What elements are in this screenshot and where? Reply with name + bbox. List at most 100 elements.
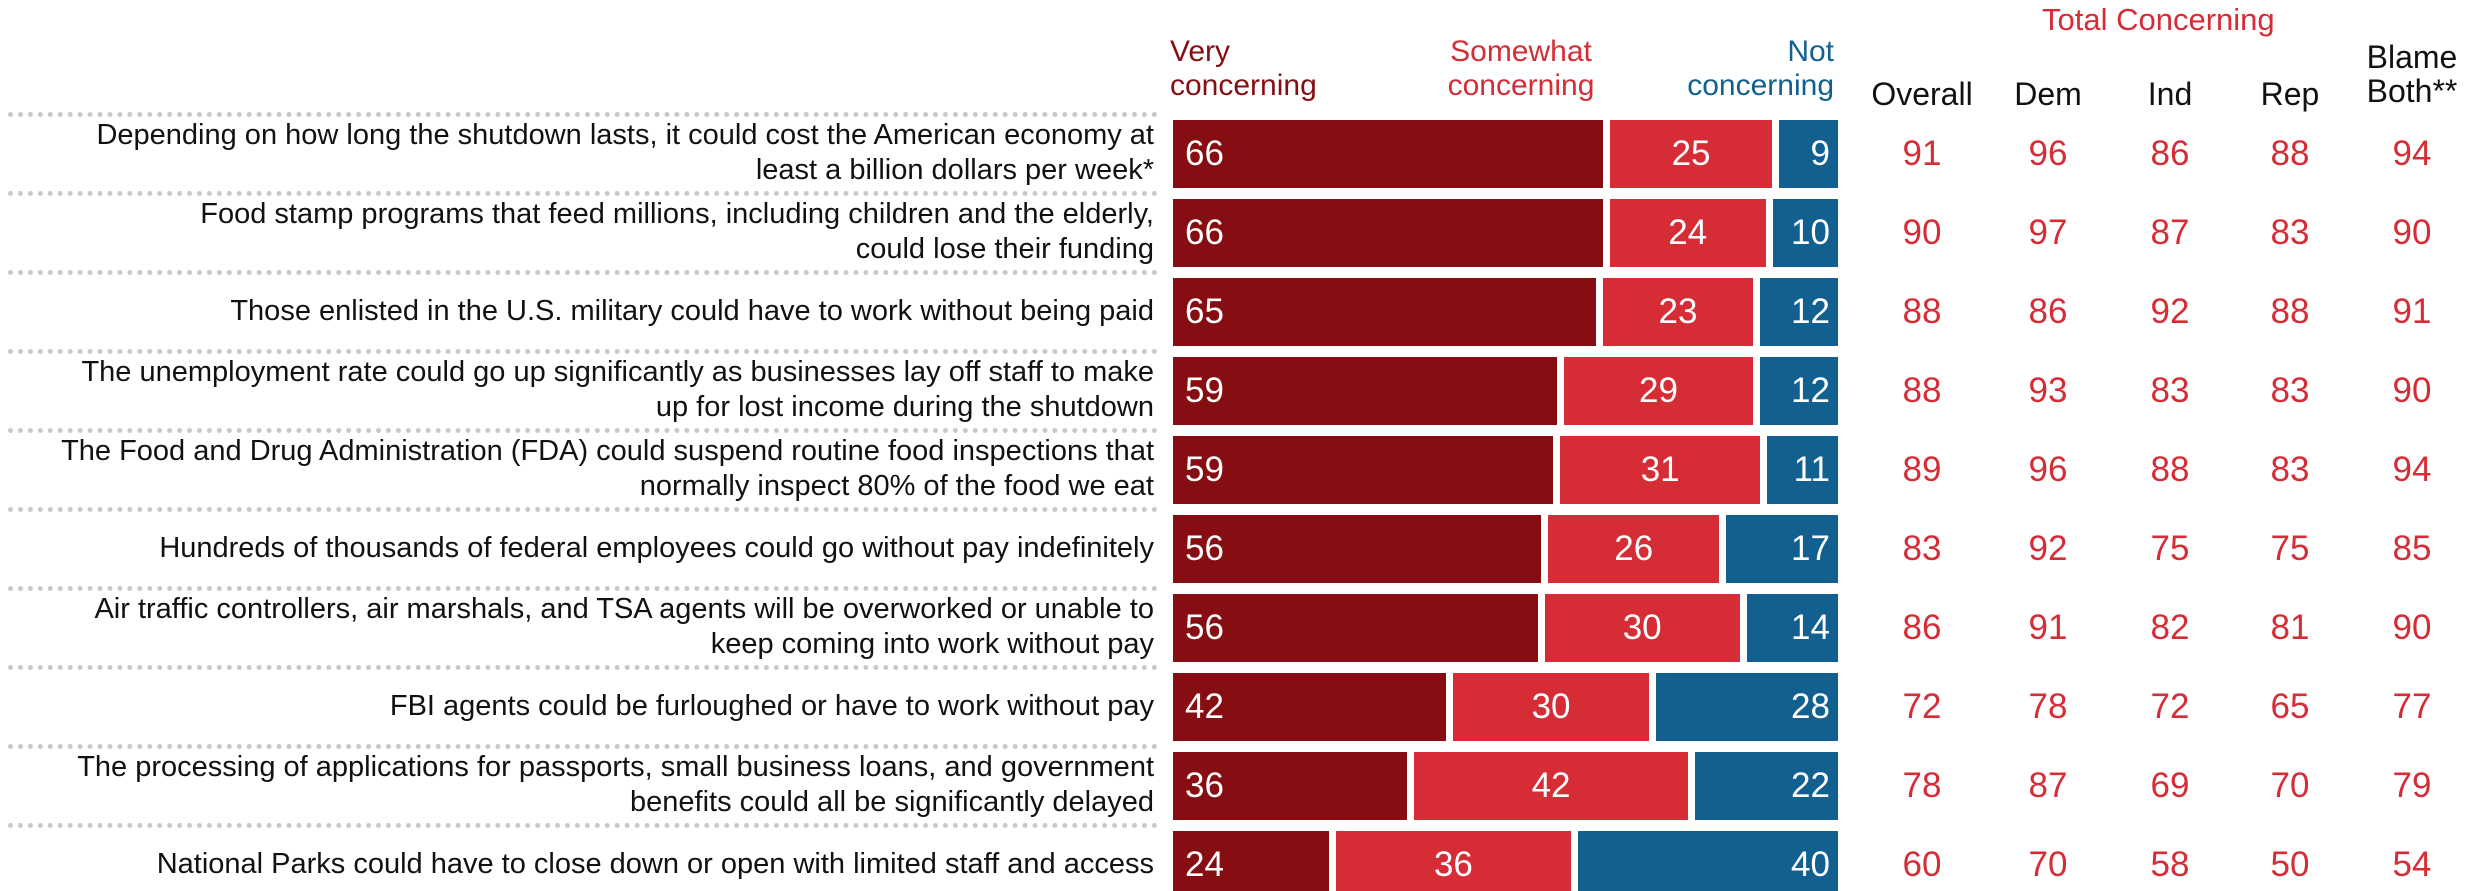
legend-label-3: Not concerning (1687, 35, 1834, 103)
bar-segment-very-concerning (1173, 199, 1603, 267)
total-value: 89 (1902, 450, 1942, 489)
totals-column-header-line: Ind (2147, 76, 2193, 112)
row-separator (8, 270, 1158, 275)
total-value: 87 (2028, 766, 2068, 805)
row-label-7: Air traffic controllers, air marshals, a… (4, 590, 1154, 664)
total-value: 96 (2028, 134, 2068, 173)
bar-value-label: 29 (1639, 371, 1678, 410)
row-label-line: normally inspect 80% of the food we eat (639, 470, 1154, 502)
total-value: 90 (2392, 608, 2432, 647)
totals-column-header-line: Dem (2014, 76, 2082, 112)
total-value: 92 (2028, 529, 2068, 568)
bar-value-label: 14 (1791, 608, 1830, 647)
row-label-line: FBI agents could be furloughed or have t… (389, 689, 1154, 722)
bar-value-label: 12 (1791, 371, 1830, 410)
total-value: 88 (2270, 292, 2310, 331)
legend-label-line: Somewhat (1450, 35, 1592, 68)
bar-value-label: 10 (1791, 213, 1830, 252)
bar-value-label: 22 (1791, 766, 1830, 805)
total-value: 58 (2150, 845, 2190, 884)
totals-column-header-5: Blame Both** (2332, 40, 2474, 108)
total-value: 82 (2150, 608, 2190, 647)
row-label-line: The unemployment rate could go up signif… (81, 356, 1154, 388)
row-separator (8, 191, 1158, 196)
bar-value-label: 36 (1433, 845, 1473, 884)
bar-value-label: 30 (1531, 687, 1571, 726)
totals-column-header-3: Ind (2090, 77, 2250, 111)
bar-segment-not-concerning (1726, 515, 1838, 583)
bar-value-label: 24 (1185, 845, 1224, 884)
bar-segment-somewhat-concerning (1609, 199, 1766, 267)
bar-segment-not-concerning (1655, 673, 1838, 741)
bar-value-label: 42 (1185, 687, 1224, 726)
total-value: 65 (2270, 687, 2310, 726)
totals-column-header-line: Blame (2366, 39, 2458, 75)
total-value: 91 (1902, 134, 1942, 173)
row-label-3: Those enlisted in the U.S. military coul… (4, 274, 1154, 348)
total-value: 88 (2150, 450, 2190, 489)
row-label-line: Depending on how long the shutdown lasts… (96, 119, 1154, 151)
total-value: 91 (2028, 608, 2068, 647)
legend-label-2: Somewhat concerning (1391, 35, 1651, 103)
bar-segment-not-concerning (1767, 436, 1838, 504)
totals-column-header-line: Overall (1871, 76, 1973, 112)
bar-value-label: 24 (1668, 213, 1708, 252)
bar-value-label: 30 (1622, 608, 1662, 647)
bar-value-label: 40 (1791, 845, 1830, 884)
row-label-line: benefits could all be significantly dela… (630, 786, 1154, 818)
row-label-line: could lose their funding (855, 233, 1154, 265)
bar-segment-very-concerning (1173, 357, 1558, 425)
row-label-8: FBI agents could be furloughed or have t… (4, 669, 1154, 743)
row-label-4: The unemployment rate could go up signif… (4, 353, 1154, 427)
total-value: 69 (2150, 766, 2190, 805)
row-label-line: Those enlisted in the U.S. military coul… (230, 294, 1154, 327)
total-value: 88 (1902, 292, 1942, 331)
total-value: 50 (2270, 845, 2310, 884)
legend-label-line: Not (1787, 35, 1834, 68)
bar-value-label: 66 (1185, 213, 1224, 252)
bar-value-label: 56 (1185, 529, 1224, 568)
total-value: 77 (2392, 687, 2432, 726)
bar-segment-somewhat-concerning (1564, 357, 1753, 425)
total-value: 72 (2150, 687, 2190, 726)
row-label-line: Air traffic controllers, air marshals, a… (94, 593, 1154, 625)
total-value: 96 (2028, 450, 2068, 489)
total-value: 86 (2150, 134, 2190, 173)
bar-segment-very-concerning (1173, 752, 1408, 820)
row-label-10: National Parks could have to close down … (4, 827, 1154, 891)
total-value: 92 (2150, 292, 2190, 331)
legend-label-line: concerning (1447, 69, 1595, 102)
row-label-line: keep coming into work without pay (710, 628, 1154, 660)
total-value: 90 (2392, 213, 2432, 252)
legend-label-line: concerning (1170, 69, 1317, 102)
bar-segment-somewhat-concerning (1414, 752, 1688, 820)
row-separator (8, 665, 1158, 670)
row-label-line: least a billion dollars per week* (755, 154, 1154, 186)
bar-value-label: 66 (1185, 134, 1224, 173)
bar-segment-very-concerning (1173, 831, 1330, 891)
row-label-line: up for lost income during the shutdown (655, 391, 1154, 423)
bar-value-label: 42 (1531, 766, 1571, 805)
row-label-1: Depending on how long the shutdown lasts… (4, 116, 1154, 190)
bar-value-label: 17 (1791, 529, 1830, 568)
row-label-line: Hundreds of thousands of federal employe… (159, 531, 1154, 564)
totals-column-header-1: Overall (1842, 77, 2002, 111)
row-label-line: The Food and Drug Administration (FDA) c… (61, 435, 1154, 467)
bar-value-label: 59 (1185, 371, 1224, 410)
row-separator (8, 349, 1158, 354)
total-value: 91 (2392, 292, 2432, 331)
total-value: 83 (1902, 529, 1942, 568)
totals-column-header-line: Rep (2260, 76, 2320, 112)
legend-label-line: concerning (1687, 69, 1834, 102)
total-value: 54 (2392, 845, 2432, 884)
bar-value-label: 65 (1185, 292, 1224, 331)
total-value: 70 (2028, 845, 2068, 884)
total-value: 97 (2028, 213, 2068, 252)
bar-segment-somewhat-concerning (1603, 278, 1753, 346)
bar-value-label: 28 (1791, 687, 1830, 726)
legend-label-line: Very (1170, 35, 1231, 68)
legend-label-1: Very concerning (1170, 35, 1317, 103)
total-value: 81 (2270, 608, 2310, 647)
row-label-line: Food stamp programs that feed millions, … (200, 198, 1154, 230)
